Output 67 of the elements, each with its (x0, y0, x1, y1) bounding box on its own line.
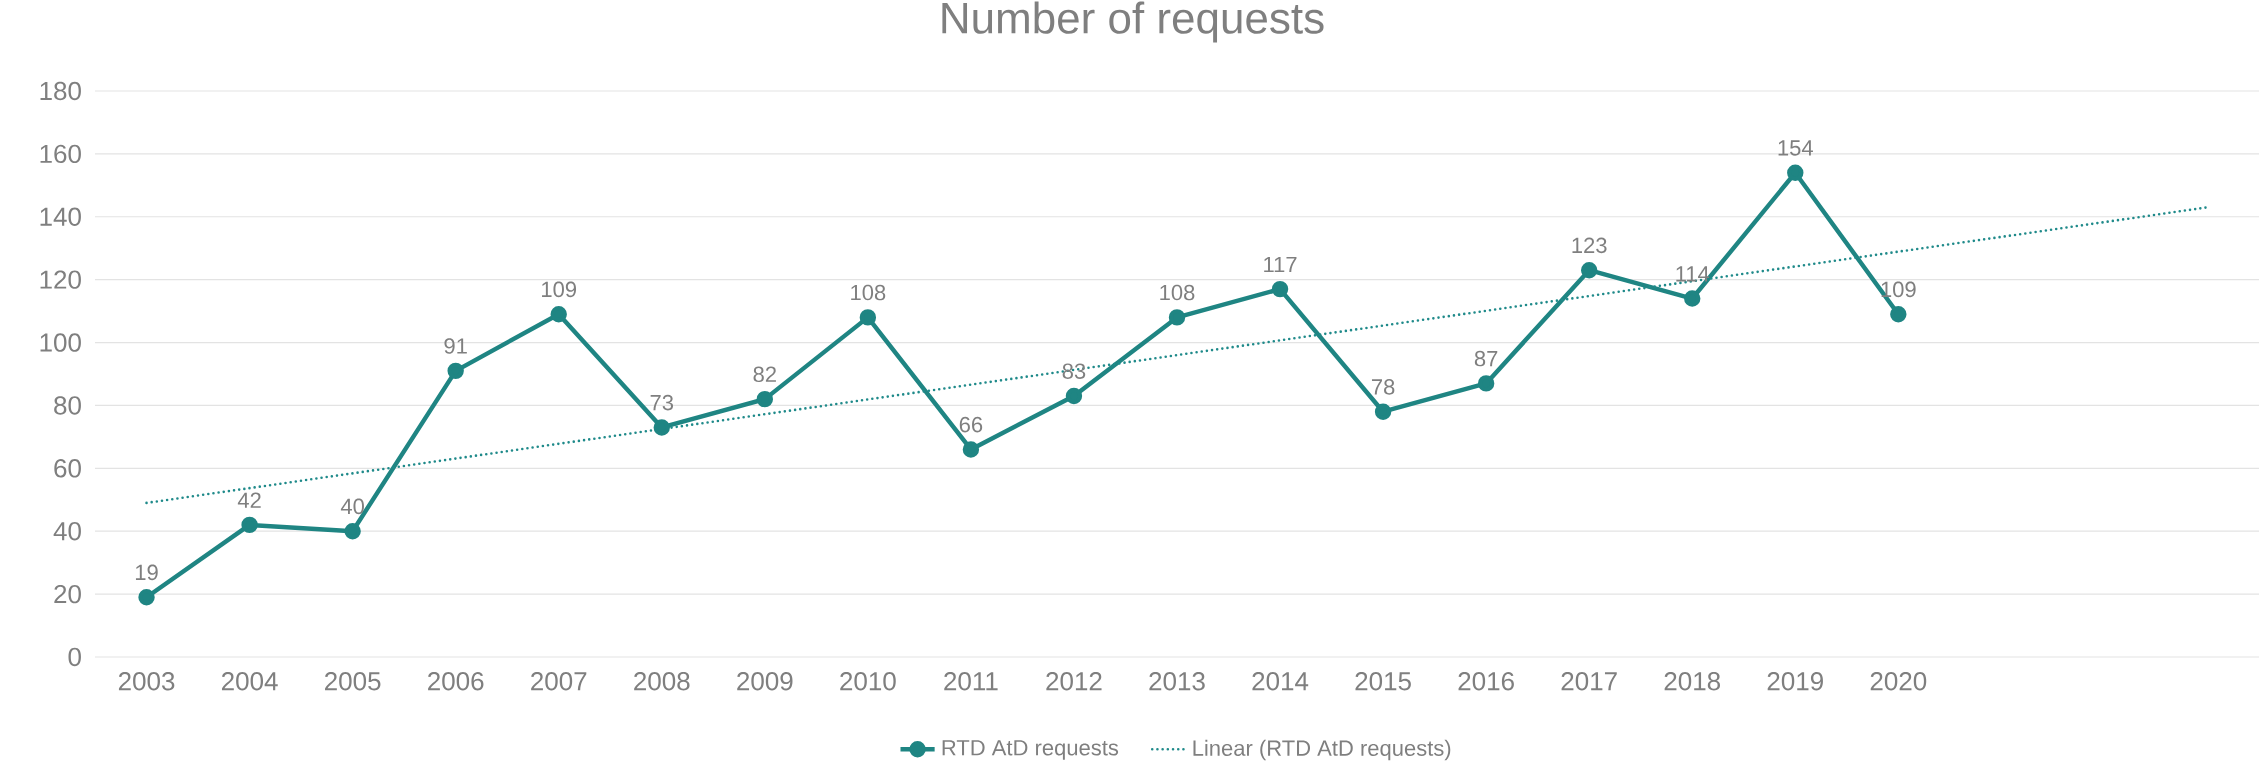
point (1684, 290, 1701, 307)
x-tick-label: 2018 (1664, 672, 1721, 691)
x-tick-label: 2006 (428, 672, 484, 691)
x-tick-label: 2008 (634, 672, 690, 691)
x-tick-label: 2005 (325, 672, 381, 691)
y-tick-label: 20 (54, 584, 81, 604)
data-label: 117 (1264, 256, 1297, 273)
data-label: 78 (1371, 379, 1395, 395)
y-tick-label: 40 (53, 522, 81, 541)
data-label: 73 (650, 394, 674, 411)
x-tick-label: 2012 (1046, 672, 1102, 691)
y-tick-label: 120 (40, 270, 81, 289)
x-tick-label: 2015 (1355, 672, 1411, 691)
x-tick-label: 2013 (1149, 672, 1205, 691)
legend-label: RTD AtD requests (942, 740, 1119, 760)
y-tick-label: 180 (40, 81, 81, 101)
x-tick-label: 2014 (1252, 672, 1309, 691)
point (1477, 375, 1495, 392)
data-label: 19 (135, 564, 158, 581)
data-label: 82 (753, 366, 776, 383)
data-label: 108 (1160, 284, 1195, 301)
point (1374, 403, 1392, 420)
x-tick-label: 2011 (944, 672, 998, 691)
y-tick-label: 100 (40, 333, 81, 352)
x-tick-label: 2016 (1458, 672, 1514, 691)
data-label: 114 (1676, 266, 1710, 282)
data-label: 109 (1881, 281, 1916, 298)
point (1065, 387, 1083, 405)
point (653, 419, 670, 436)
point (1168, 309, 1186, 326)
x-tick-label: 2007 (531, 672, 587, 691)
x-tick-label: 2019 (1767, 672, 1823, 691)
data-label: 66 (959, 416, 983, 433)
point (1787, 164, 1804, 181)
data-label: 109 (542, 281, 577, 298)
y-tick-label: 160 (40, 144, 81, 164)
data-label: 108 (851, 284, 886, 301)
x-tick-label: 2020 (1870, 672, 1927, 691)
data-label: 40 (340, 498, 364, 515)
point (1271, 280, 1289, 298)
chart-title: Number of requests (942, 1, 1324, 43)
y-tick-label: 140 (40, 207, 81, 226)
y-tick-label: 0 (68, 647, 81, 667)
data-label: 83 (1062, 363, 1086, 379)
x-tick-label: 2009 (737, 672, 793, 691)
point (859, 309, 877, 326)
point (756, 390, 774, 408)
data-label: 91 (444, 338, 467, 354)
point (447, 362, 464, 380)
point (138, 589, 155, 606)
data-label: 154 (1778, 140, 1813, 156)
legend-label: Linear (RTD AtD requests) (1193, 739, 1451, 761)
point (962, 441, 980, 458)
point (344, 523, 361, 540)
data-label: 87 (1474, 350, 1498, 367)
point (1580, 262, 1598, 279)
x-tick-label: 2004 (221, 672, 278, 691)
point (1890, 306, 1907, 323)
y-tick-label: 80 (54, 396, 81, 415)
data-label: 42 (237, 492, 261, 508)
data-label: 123 (1572, 237, 1607, 254)
point (550, 306, 567, 323)
x-tick-label: 2017 (1561, 672, 1617, 691)
x-tick-label: 2010 (840, 672, 896, 691)
point (241, 516, 258, 534)
x-tick-label: 2003 (118, 672, 175, 691)
y-tick-label: 60 (54, 459, 81, 478)
